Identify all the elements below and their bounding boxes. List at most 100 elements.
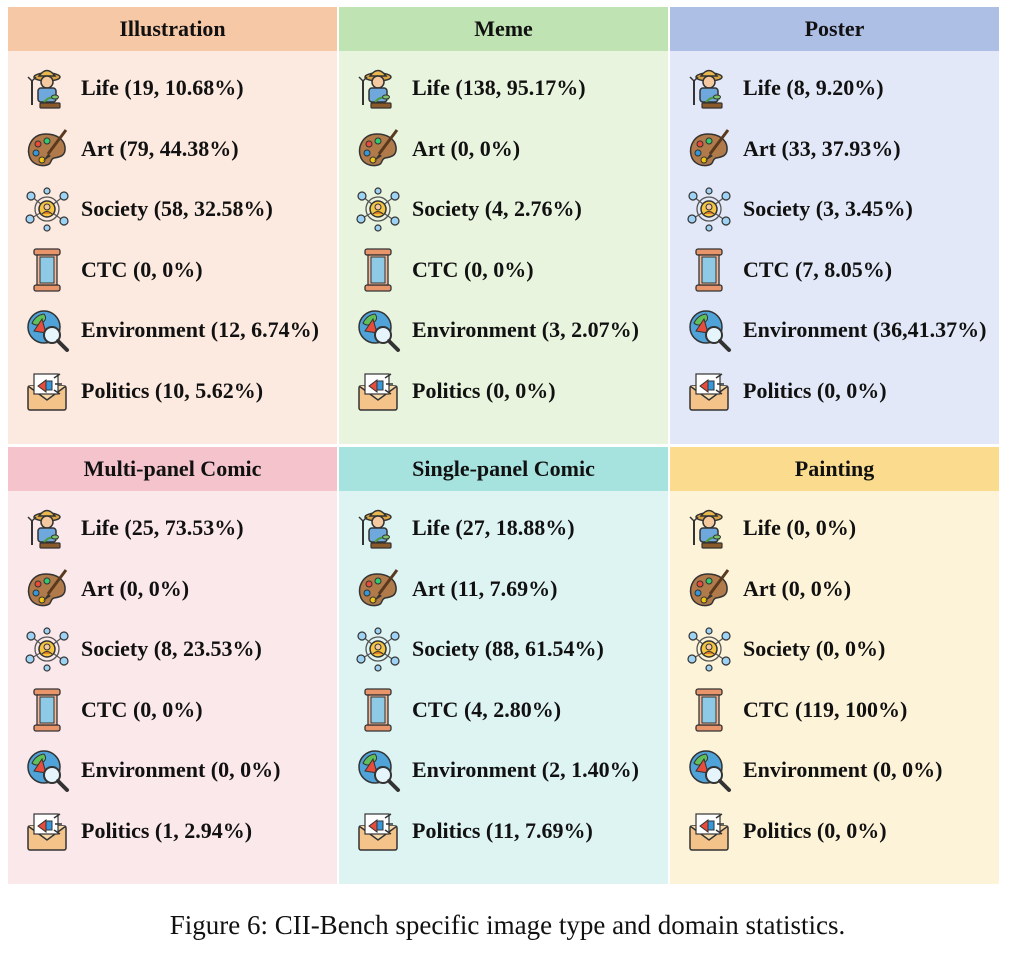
domain-item: Politics (10, 5.62%) bbox=[8, 361, 337, 422]
life-icon bbox=[355, 505, 401, 551]
domain-label: Politics (11, 7.69%) bbox=[412, 817, 593, 843]
domain-item: Art (0, 0%) bbox=[8, 559, 337, 620]
domain-item: Politics (0, 0%) bbox=[670, 801, 999, 862]
politics-icon bbox=[686, 368, 732, 414]
domain-label: Environment (0, 0%) bbox=[743, 757, 943, 783]
domain-item: Art (33, 37.93%) bbox=[670, 119, 999, 180]
panel-painting: Painting Life (0, 0%) Art (0, 0%) Society (… bbox=[670, 447, 999, 884]
domain-label: Society (8, 23.53%) bbox=[81, 636, 262, 662]
domain-item: Art (79, 44.38%) bbox=[8, 119, 337, 180]
domain-label: Life (0, 0%) bbox=[743, 515, 857, 541]
life-icon bbox=[686, 65, 732, 111]
domain-item: CTC (7, 8.05%) bbox=[670, 240, 999, 301]
ctc-icon bbox=[686, 687, 732, 733]
domain-label: Society (88, 61.54%) bbox=[412, 636, 604, 662]
grid-row-top: Illustration Life (19, 10.68%) Art (79, 44… bbox=[8, 7, 999, 444]
domain-item: Society (88, 61.54%) bbox=[339, 619, 668, 680]
domain-label: Environment (2, 1.40%) bbox=[412, 757, 639, 783]
domain-item: Society (8, 23.53%) bbox=[8, 619, 337, 680]
panel-meme: Meme Life (138, 95.17%) Art (0, 0%) Society… bbox=[339, 7, 668, 444]
ctc-icon bbox=[686, 247, 732, 293]
domain-item: Art (11, 7.69%) bbox=[339, 559, 668, 620]
domain-label: Environment (3, 2.07%) bbox=[412, 317, 639, 343]
environment-icon bbox=[24, 747, 70, 793]
life-icon bbox=[24, 505, 70, 551]
domain-item: Life (138, 95.17%) bbox=[339, 58, 668, 119]
domain-label: Art (0, 0%) bbox=[412, 135, 521, 161]
politics-icon bbox=[24, 368, 70, 414]
panel-header: Painting bbox=[670, 447, 999, 491]
panel-header: Meme bbox=[339, 7, 668, 51]
society-icon bbox=[24, 626, 70, 672]
domain-label: Politics (1, 2.94%) bbox=[81, 817, 253, 843]
domain-item: Environment (0, 0%) bbox=[670, 740, 999, 801]
ctc-icon bbox=[24, 687, 70, 733]
art-icon bbox=[686, 126, 732, 172]
domain-item: CTC (0, 0%) bbox=[8, 240, 337, 301]
domain-item: Society (3, 3.45%) bbox=[670, 179, 999, 240]
domain-item: Environment (12, 6.74%) bbox=[8, 300, 337, 361]
domain-item: Politics (0, 0%) bbox=[670, 361, 999, 422]
panel-multi-panel-comic: Multi-panel Comic Life (25, 73.53%) Art (0… bbox=[8, 447, 337, 884]
domain-label: Art (33, 37.93%) bbox=[743, 135, 901, 161]
domain-label: Environment (36,41.37%) bbox=[743, 317, 987, 343]
society-icon bbox=[355, 186, 401, 232]
panel-body: Life (27, 18.88%) Art (11, 7.69%) Society … bbox=[339, 491, 668, 884]
domain-item: Art (0, 0%) bbox=[339, 119, 668, 180]
environment-icon bbox=[355, 747, 401, 793]
environment-icon bbox=[24, 307, 70, 353]
domain-item: Art (0, 0%) bbox=[670, 559, 999, 620]
panel-body: Life (19, 10.68%) Art (79, 44.38%) Society… bbox=[8, 51, 337, 444]
domain-item: Environment (2, 1.40%) bbox=[339, 740, 668, 801]
domain-label: CTC (0, 0%) bbox=[412, 256, 534, 282]
panel-poster: Poster Life (8, 9.20%) Art (33, 37.93%) Soc… bbox=[670, 7, 999, 444]
society-icon bbox=[355, 626, 401, 672]
domain-item: Life (25, 73.53%) bbox=[8, 498, 337, 559]
politics-icon bbox=[24, 808, 70, 854]
figure-grid: Illustration Life (19, 10.68%) Art (79, 44… bbox=[8, 7, 999, 884]
panel-header: Single-panel Comic bbox=[339, 447, 668, 491]
domain-item: CTC (119, 100%) bbox=[670, 680, 999, 741]
panel-body: Life (25, 73.53%) Art (0, 0%) Society (8, … bbox=[8, 491, 337, 884]
domain-label: Life (138, 95.17%) bbox=[412, 75, 586, 101]
society-icon bbox=[686, 626, 732, 672]
politics-icon bbox=[686, 808, 732, 854]
art-icon bbox=[355, 126, 401, 172]
panel-header: Poster bbox=[670, 7, 999, 51]
domain-label: Society (4, 2.76%) bbox=[412, 196, 582, 222]
art-icon bbox=[686, 566, 732, 612]
politics-icon bbox=[355, 808, 401, 854]
domain-label: Politics (0, 0%) bbox=[743, 817, 887, 843]
domain-item: Society (4, 2.76%) bbox=[339, 179, 668, 240]
politics-icon bbox=[355, 368, 401, 414]
environment-icon bbox=[686, 747, 732, 793]
panel-header: Multi-panel Comic bbox=[8, 447, 337, 491]
domain-label: Life (8, 9.20%) bbox=[743, 75, 884, 101]
domain-label: Art (0, 0%) bbox=[81, 575, 190, 601]
domain-item: Society (58, 32.58%) bbox=[8, 179, 337, 240]
domain-label: Society (0, 0%) bbox=[743, 636, 886, 662]
domain-label: Politics (0, 0%) bbox=[743, 377, 887, 403]
domain-label: Environment (0, 0%) bbox=[81, 757, 281, 783]
domain-label: Society (58, 32.58%) bbox=[81, 196, 273, 222]
domain-item: Society (0, 0%) bbox=[670, 619, 999, 680]
domain-item: Environment (3, 2.07%) bbox=[339, 300, 668, 361]
life-icon bbox=[24, 65, 70, 111]
ctc-icon bbox=[24, 247, 70, 293]
domain-label: CTC (0, 0%) bbox=[81, 696, 203, 722]
ctc-icon bbox=[355, 247, 401, 293]
society-icon bbox=[24, 186, 70, 232]
panel-body: Life (8, 9.20%) Art (33, 37.93%) Society (… bbox=[670, 51, 999, 444]
domain-label: CTC (119, 100%) bbox=[743, 696, 908, 722]
life-icon bbox=[686, 505, 732, 551]
life-icon bbox=[355, 65, 401, 111]
domain-label: Politics (0, 0%) bbox=[412, 377, 556, 403]
society-icon bbox=[686, 186, 732, 232]
domain-label: Art (0, 0%) bbox=[743, 575, 852, 601]
art-icon bbox=[24, 126, 70, 172]
domain-label: CTC (0, 0%) bbox=[81, 256, 203, 282]
panel-illustration: Illustration Life (19, 10.68%) Art (79, 44… bbox=[8, 7, 337, 444]
domain-item: Life (19, 10.68%) bbox=[8, 58, 337, 119]
domain-item: CTC (4, 2.80%) bbox=[339, 680, 668, 741]
panel-header: Illustration bbox=[8, 7, 337, 51]
